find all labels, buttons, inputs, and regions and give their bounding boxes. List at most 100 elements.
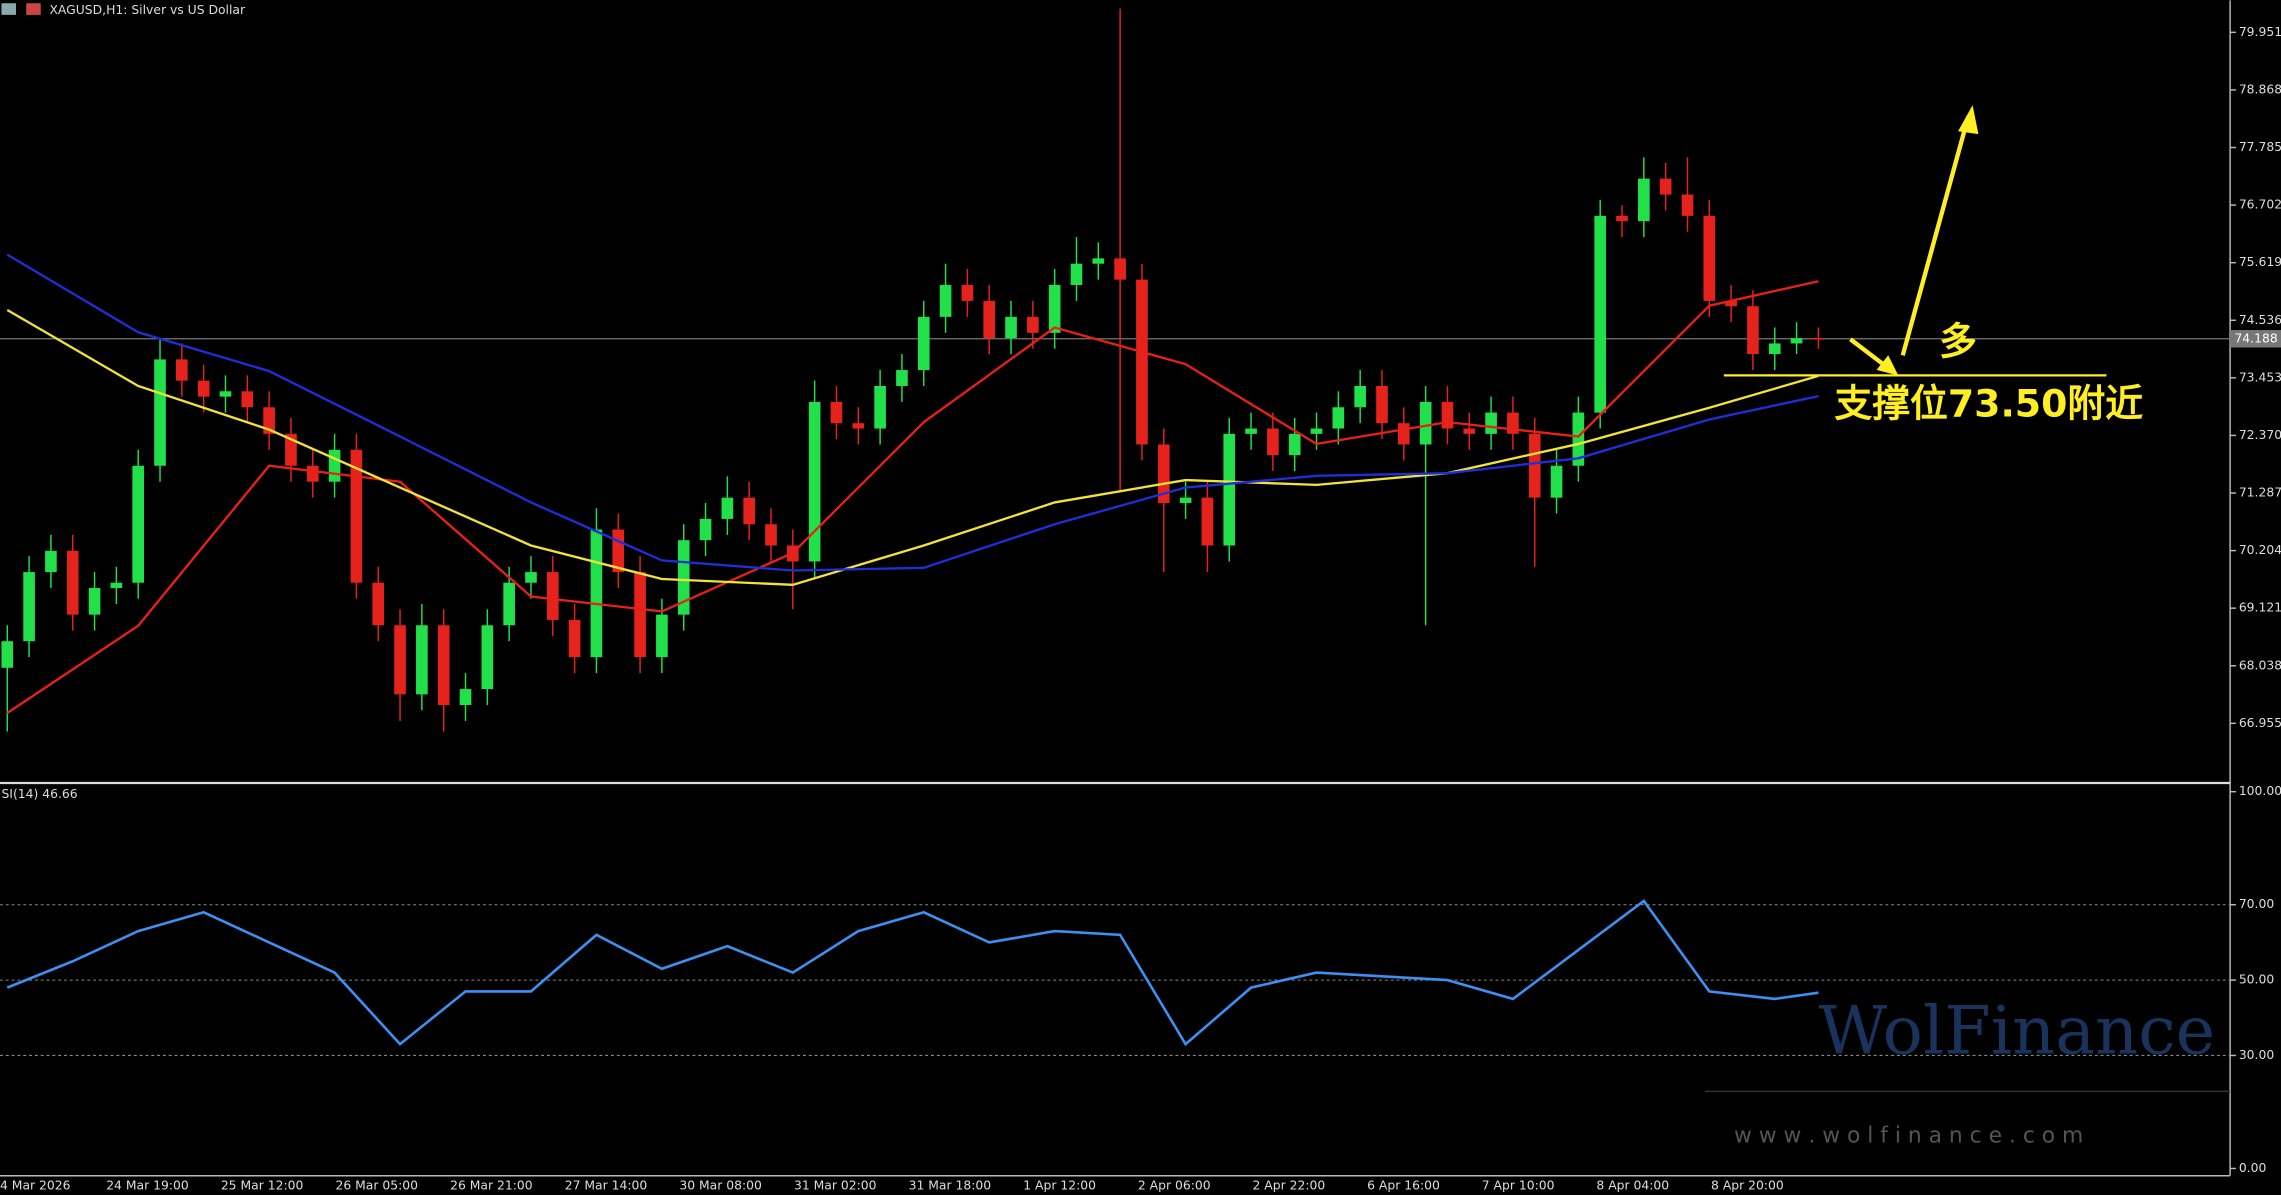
- up-arrow: [1900, 116, 1971, 356]
- down-arrow: [1849, 337, 1889, 369]
- candle-body: [110, 582, 123, 589]
- candle-body: [459, 689, 472, 706]
- x-tick-label: 4 Mar 2026: [0, 1178, 71, 1192]
- candle-body: [1397, 423, 1410, 445]
- x-tick-label: 1 Apr 12:00: [1023, 1178, 1096, 1192]
- candle-body: [219, 391, 232, 397]
- x-tick-label: 2 Apr 22:00: [1253, 1178, 1326, 1192]
- candle-body: [306, 465, 319, 482]
- candle-body: [612, 529, 625, 573]
- watermark-url: w w w . w o l f i n a n c e . c o m: [1734, 1123, 2083, 1148]
- candle-body: [1092, 258, 1105, 264]
- y-tick-label: 69.121: [2239, 601, 2281, 615]
- candle-body: [197, 380, 210, 397]
- x-tick-label: 7 Apr 10:00: [1482, 1178, 1555, 1192]
- y-tick-label: 0.00: [2239, 1161, 2267, 1175]
- candle-body: [437, 625, 450, 706]
- candle-body: [241, 391, 254, 408]
- candle-body: [1725, 300, 1737, 307]
- y-tick-label: 74.536: [2239, 313, 2281, 327]
- candle-body: [1507, 412, 1519, 434]
- y-tick-label: 70.204: [2239, 543, 2281, 557]
- candle-body: [481, 625, 494, 690]
- y-tick-label: 75.619: [2239, 255, 2281, 269]
- candle-body: [917, 316, 930, 371]
- candle-body: [1441, 401, 1454, 429]
- candle-body: [372, 582, 385, 626]
- candle-body: [852, 423, 865, 429]
- candle-body: [1070, 263, 1083, 285]
- candle-body: [983, 300, 996, 339]
- watermark-logo: WolFinance: [1818, 992, 2215, 1070]
- y-tick-label: 79.951: [2239, 25, 2281, 39]
- x-tick-label: 27 Mar 14:00: [565, 1178, 648, 1192]
- candle-body: [1179, 497, 1192, 503]
- candle-body: [874, 385, 886, 429]
- candle-body: [1157, 444, 1170, 503]
- candle-body: [1659, 178, 1672, 195]
- candle-body: [263, 407, 275, 434]
- current-price-label: 74.188: [2234, 331, 2277, 345]
- candle-body: [1703, 215, 1716, 301]
- candle-body: [88, 588, 101, 615]
- candle-body: [1027, 316, 1039, 333]
- moving-average: [6, 253, 1819, 572]
- candle-body: [1288, 433, 1301, 456]
- x-tick-label: 25 Mar 12:00: [221, 1178, 304, 1192]
- candle-body: [699, 518, 712, 541]
- x-tick-label: 31 Mar 02:00: [794, 1178, 877, 1192]
- up-arrow-head: [1958, 105, 1979, 135]
- candle-body: [1768, 343, 1781, 355]
- candle-body: [546, 572, 559, 620]
- y-tick-label: 68.038: [2239, 658, 2281, 672]
- x-tick-label: 6 Apr 16:00: [1367, 1178, 1440, 1192]
- chart-title: XAGUSD,H1: Silver vs US Dollar: [49, 3, 246, 17]
- candle-body: [830, 401, 843, 424]
- candle-body: [1681, 194, 1694, 216]
- candle-body: [1528, 433, 1541, 498]
- x-tick-label: 8 Apr 20:00: [1711, 1178, 1784, 1192]
- candle-body: [1332, 407, 1345, 429]
- candle-body: [1136, 279, 1148, 445]
- indicator-title: SI(14) 46.66: [1, 787, 77, 801]
- candle-body: [1463, 428, 1476, 434]
- candle-body: [525, 572, 537, 583]
- y-tick-label: 76.702: [2239, 198, 2281, 212]
- candle-body: [1638, 178, 1650, 222]
- candle-body: [1485, 412, 1497, 434]
- candle-body: [1812, 338, 1825, 340]
- candle-body: [1354, 385, 1366, 408]
- candle-body: [66, 550, 79, 615]
- candle-body: [154, 359, 166, 466]
- candle-body: [1005, 316, 1017, 339]
- candle-body: [23, 572, 35, 642]
- candle-body: [285, 433, 297, 466]
- y-tick-label: 77.785: [2239, 140, 2281, 154]
- candle-body: [176, 359, 188, 381]
- window-icon: [1, 3, 17, 15]
- candle-body: [1245, 428, 1257, 434]
- candle-body: [1594, 215, 1607, 413]
- candle-body: [677, 540, 690, 615]
- candle-body: [1376, 385, 1388, 424]
- current-price-box: [2230, 330, 2281, 348]
- candle-body: [1048, 284, 1061, 333]
- x-tick-label: 2 Apr 06:00: [1138, 1178, 1211, 1192]
- down-arrow-head: [1876, 355, 1899, 376]
- y-tick-label: 73.453: [2239, 370, 2281, 384]
- symbol-icon: [26, 3, 41, 15]
- y-tick-label: 71.287: [2239, 486, 2281, 500]
- candle-body: [416, 625, 428, 695]
- rsi-line: [6, 899, 1819, 1047]
- candle-body: [1616, 215, 1628, 222]
- candle-body: [1572, 412, 1585, 466]
- candle-body: [961, 284, 974, 301]
- x-tick-label: 26 Mar 21:00: [450, 1178, 533, 1192]
- candle-body: [896, 370, 908, 386]
- candle-body: [132, 465, 145, 583]
- candle-body: [1267, 428, 1279, 456]
- candle-body: [765, 524, 777, 546]
- candle-body: [743, 497, 755, 525]
- support-label: 支撑位73.50附近: [1834, 382, 2143, 426]
